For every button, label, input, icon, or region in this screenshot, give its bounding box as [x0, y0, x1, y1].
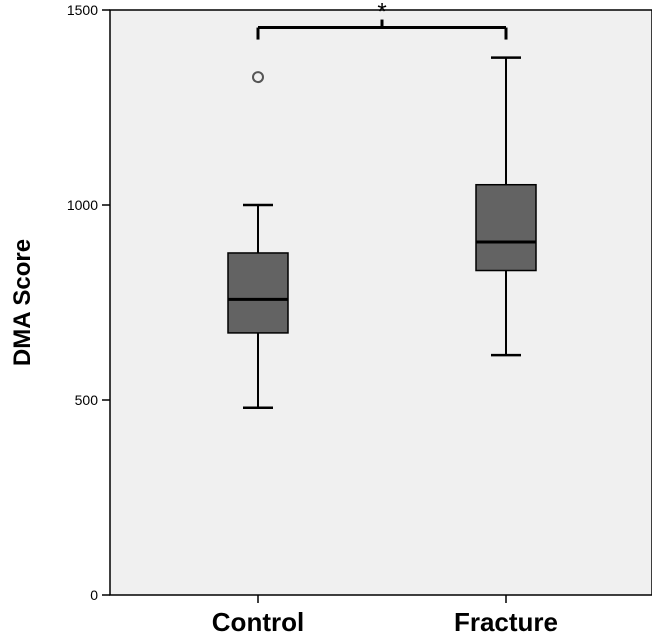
x-axis: Control Fracture [212, 595, 558, 637]
outlier-point [252, 71, 264, 84]
y-tick-label: 1000 [67, 197, 98, 213]
y-tick-label: 500 [75, 392, 99, 408]
box-fracture [475, 56, 537, 357]
significance-label: * [377, 0, 386, 26]
y-tick-label: 0 [90, 587, 98, 603]
y-tick-label: 1500 [67, 2, 98, 18]
y-axis-title: DMA Score [9, 239, 36, 366]
box-control [227, 71, 289, 410]
plot-area [109, 9, 652, 596]
box-series [227, 56, 537, 410]
significance-bracket: * [256, 0, 508, 40]
iqr-box [227, 252, 289, 334]
x-tick-label: Control [212, 607, 304, 637]
y-axis: 0 500 1000 1500 [67, 2, 110, 603]
x-tick-label: Fracture [454, 607, 558, 637]
iqr-box [475, 183, 537, 272]
